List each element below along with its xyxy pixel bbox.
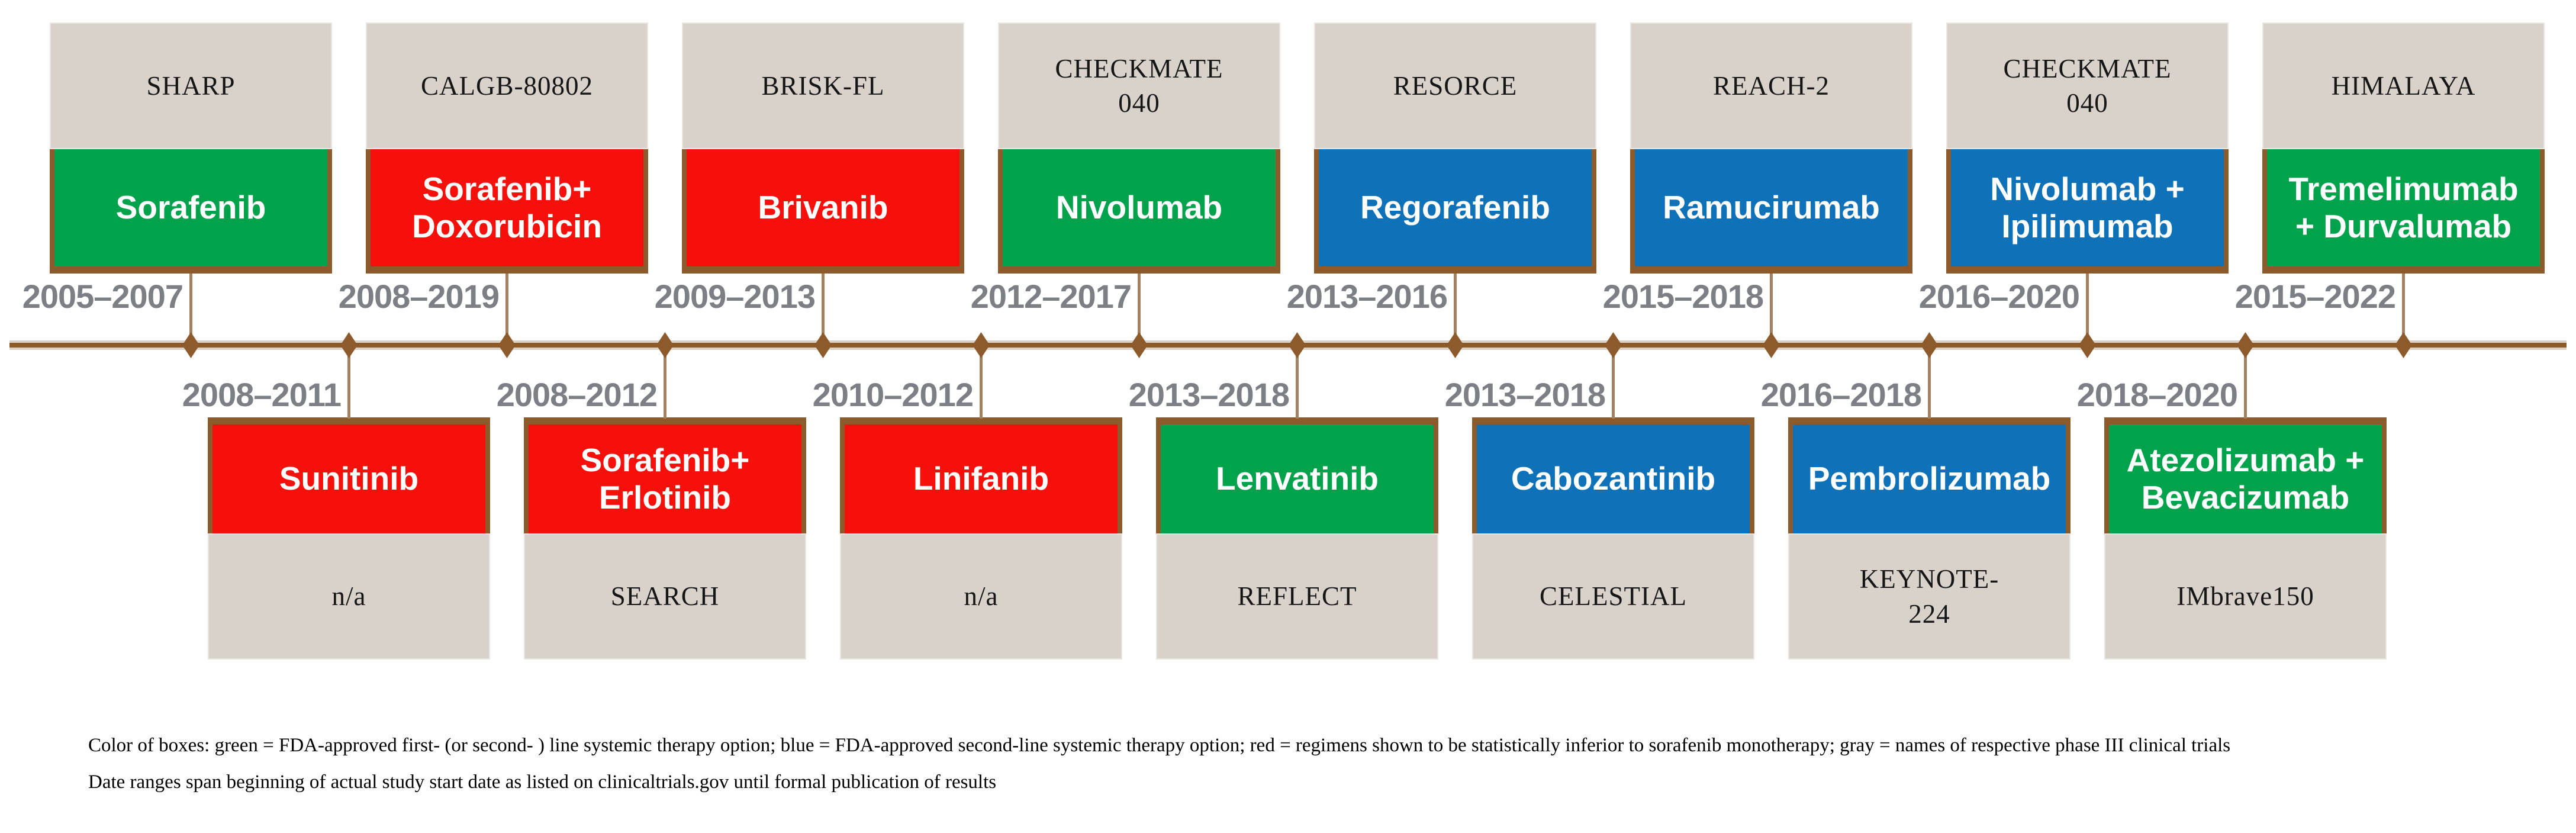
trial-name-box: CELESTIAL [1472,533,1754,660]
trial-name-box: CALGB-80802 [366,22,648,149]
connector-line [505,274,508,345]
timeline-item-keynote-224: Pembrolizumab KEYNOTE- 224 2016–2018 [1761,0,2071,833]
trial-name-box: SEARCH [524,533,806,660]
timeline-marker-diamond [814,332,832,358]
date-range-label: 2018–2020 [2076,376,2238,413]
drug-box: Atezolizumab + Bevacizumab [2104,417,2387,533]
date-range-label: 2012–2017 [970,278,1132,315]
connector-line [1138,274,1141,345]
date-range-label: 2010–2012 [812,376,974,413]
footnote-date-ranges: Date ranges span beginning of actual stu… [88,771,997,793]
timeline-item-sharp: SHARP Sorafenib 2005–2007 [22,0,332,833]
timeline-item-resorce: RESORCE Regorafenib 2013–2016 [1287,0,1596,833]
trial-name-box: BRISK-FL [682,22,964,149]
drug-box: Nivolumab [998,149,1280,274]
drug-box: Nivolumab + Ipilimumab [1946,149,2229,274]
timeline-marker-diamond [182,332,199,358]
timeline-item-reach-2: REACH-2 Ramucirumab 2015–2018 [1603,0,1912,833]
date-range-label: 2008–2012 [496,376,658,413]
timeline-item-checkmate-040: CHECKMATE 040 Nivolumab 2012–2017 [971,0,1280,833]
timeline-marker-diamond [340,332,358,358]
timeline-item-imbrave150: Atezolizumab + Bevacizumab IMbrave150 20… [2077,0,2387,833]
connector-line [2402,274,2405,345]
trial-name-box: n/a [208,533,490,660]
drug-box: Lenvatinib [1156,417,1438,533]
timeline-marker-diamond [2079,332,2096,358]
trial-name-box: CHECKMATE 040 [1946,22,2229,149]
timeline-item-search: Sorafenib+ Erlotinib SEARCH 2008–2012 [497,0,806,833]
drug-box: Pembrolizumab [1788,417,2071,533]
timeline-axis [9,343,2567,348]
timeline-marker-diamond [1763,332,1780,358]
connector-line [664,345,666,419]
trial-name-box: RESORCE [1314,22,1596,149]
trial-name-box: HIMALAYA [2262,22,2545,149]
connector-line [980,345,983,419]
trial-name-box: REFLECT [1156,533,1438,660]
timeline-marker-diamond [2237,332,2254,358]
drug-box: Sorafenib+ Doxorubicin [366,149,648,274]
footnotes: Color of boxes: green = FDA-approved fir… [88,732,2518,796]
connector-line [189,274,192,345]
date-range-label: 2008–2011 [182,376,342,413]
timeline-marker-diamond [1289,332,1306,358]
connector-line [1612,345,1615,419]
connector-line [2244,345,2247,419]
trial-name-box: CHECKMATE 040 [998,22,1280,149]
date-range-label: 2016–2020 [1918,278,2080,315]
timeline-item-checkmate-040-combo: CHECKMATE 040 Nivolumab + Ipilimumab 201… [1919,0,2229,833]
date-range-label: 2009–2013 [654,278,816,315]
drug-box: Tremelimumab + Durvalumab [2262,149,2545,274]
drug-box: Sorafenib [50,149,332,274]
connector-line [1454,274,1457,345]
connector-line [1296,345,1299,419]
date-range-label: 2008–2019 [338,278,500,315]
date-range-label: 2013–2018 [1128,376,1290,413]
timeline-marker-diamond [973,332,990,358]
connector-line [347,345,350,419]
timeline-marker-diamond [1447,332,1464,358]
timeline-item-celestial: Cabozantinib CELESTIAL 2013–2018 [1445,0,1754,833]
connector-line [1928,345,1931,419]
timeline-marker-diamond [1605,332,1622,358]
trial-name-box: KEYNOTE- 224 [1788,533,2071,660]
connector-line [822,274,825,345]
drug-box: Regorafenib [1314,149,1596,274]
timeline-marker-diamond [498,332,516,358]
drug-box: Sorafenib+ Erlotinib [524,417,806,533]
date-range-label: 2016–2018 [1760,376,1922,413]
timeline-item-calgb-80802: CALGB-80802 Sorafenib+ Doxorubicin 2008–… [339,0,648,833]
drug-box: Linifanib [840,417,1122,533]
timeline-marker-diamond [1131,332,1148,358]
timeline-item-linifanib: Linifanib n/a 2010–2012 [813,0,1122,833]
trial-name-box: SHARP [50,22,332,149]
timeline-marker-diamond [2395,332,2412,358]
date-range-label: 2015–2018 [1602,278,1764,315]
trial-name-box: IMbrave150 [2104,533,2387,660]
date-range-label: 2015–2022 [2234,278,2396,315]
date-range-label: 2005–2007 [22,278,183,315]
drug-box: Sunitinib [208,417,490,533]
timeline-item-himalaya: HIMALAYA Tremelimumab + Durvalumab 2015–… [2235,0,2545,833]
timeline-marker-diamond [1921,332,1938,358]
timeline-item-reflect: Lenvatinib REFLECT 2013–2018 [1129,0,1438,833]
drug-box: Cabozantinib [1472,417,1754,533]
timeline-marker-diamond [656,332,674,358]
drug-box: Brivanib [682,149,964,274]
drug-box: Ramucirumab [1630,149,1912,274]
footnote-color-legend: Color of boxes: green = FDA-approved fir… [88,735,2231,756]
date-range-label: 2013–2016 [1286,278,1448,315]
date-range-label: 2013–2018 [1444,376,1606,413]
trial-name-box: REACH-2 [1630,22,1912,149]
connector-line [2086,274,2089,345]
timeline-item-brisk-fl: BRISK-FL Brivanib 2009–2013 [655,0,964,833]
timeline-item-sunitinib: Sunitinib n/a 2008–2011 [182,0,490,833]
trial-name-box: n/a [840,533,1122,660]
connector-line [1770,274,1773,345]
